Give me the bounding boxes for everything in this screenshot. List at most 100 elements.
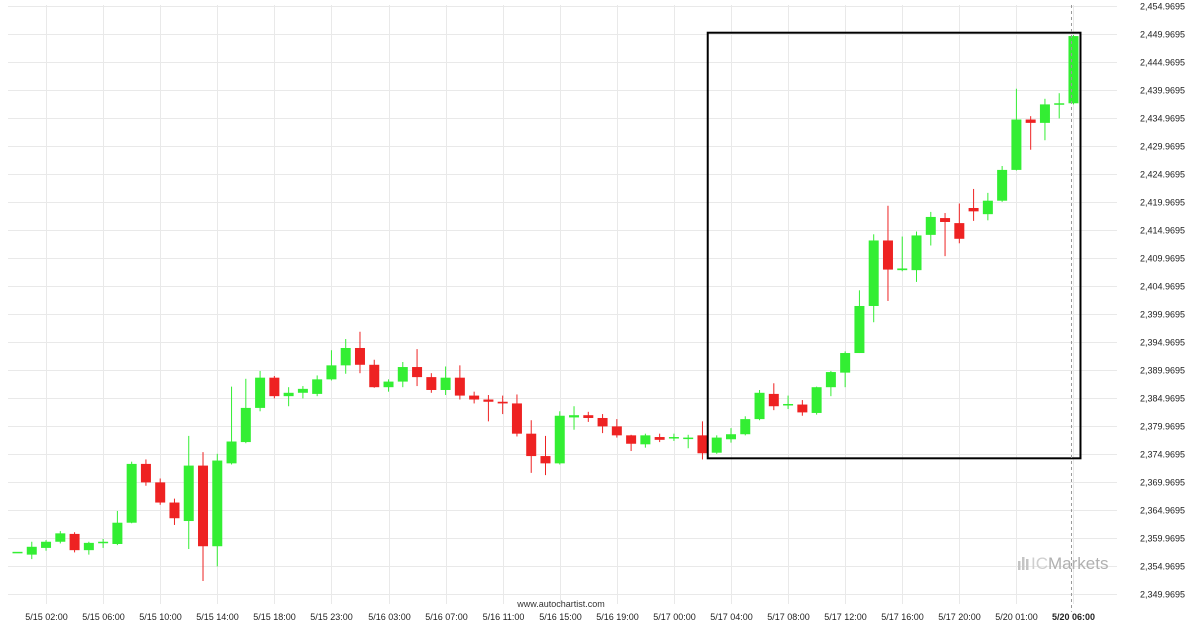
candle [968, 188, 979, 221]
candle-body [397, 367, 408, 382]
x-tick-label: 5/16 15:00 [539, 612, 582, 622]
grid-lines [8, 5, 1117, 604]
x-tick-label: 5/17 04:00 [710, 612, 753, 622]
candle [83, 541, 94, 555]
candle-body [497, 401, 508, 404]
x-tick-label: 5/16 07:00 [425, 612, 468, 622]
candle-body [297, 388, 308, 393]
candle [198, 452, 209, 581]
x-tick-label: 5/15 14:00 [196, 612, 239, 622]
candle-body [1068, 36, 1079, 104]
candle [183, 435, 194, 550]
candle [811, 386, 822, 415]
y-tick-label: 2,439.9695 [1140, 86, 1185, 96]
candle-body [554, 415, 565, 464]
candle-body [98, 541, 109, 544]
candle-body [255, 377, 266, 408]
candle-body [811, 387, 822, 413]
candle-body [569, 415, 580, 418]
candle [126, 461, 137, 524]
candle [212, 453, 223, 567]
candle [41, 540, 52, 551]
candle-body [726, 434, 736, 440]
candle-body [797, 404, 808, 413]
x-tick-label: 5/16 03:00 [368, 612, 411, 622]
candle-body [840, 353, 851, 373]
candle [12, 551, 23, 554]
candle [783, 395, 794, 410]
x-tick-label: 5/17 20:00 [938, 612, 981, 622]
y-axis-ticks: 2,349.9695 2,354.9695 2,359.9695 2,364.9695… [1140, 2, 1185, 600]
candle [483, 395, 494, 422]
candle [26, 541, 37, 560]
candle-body [640, 435, 651, 445]
y-tick-label: 2,384.9695 [1140, 394, 1185, 404]
candle-body [41, 541, 52, 548]
candle [511, 394, 522, 437]
brand-logo: ICMarkets [1018, 554, 1108, 573]
candle [69, 532, 80, 553]
y-tick-label: 2,414.9695 [1140, 226, 1185, 236]
y-tick-label: 2,379.9695 [1140, 422, 1185, 432]
candle [269, 375, 280, 399]
candle-body [583, 415, 594, 418]
y-tick-label: 2,364.9695 [1140, 506, 1185, 516]
candle [697, 421, 708, 460]
y-tick-label: 2,419.9695 [1140, 198, 1185, 208]
candle [982, 192, 993, 221]
x-tick-label: 5/20 01:00 [995, 612, 1038, 622]
candle-body [340, 347, 351, 366]
candle-body [668, 437, 679, 439]
y-tick-label: 2,374.9695 [1140, 450, 1185, 460]
candle [597, 414, 608, 434]
candle-body [440, 377, 451, 390]
candle-body [412, 367, 423, 378]
candle [255, 370, 266, 412]
candle-body [997, 169, 1008, 201]
x-tick-label: 5/16 19:00 [596, 612, 639, 622]
y-tick-label: 2,399.9695 [1140, 310, 1185, 320]
candle-body [825, 372, 836, 388]
candle [626, 434, 637, 452]
x-tick-label: 5/15 18:00 [253, 612, 296, 622]
candle [312, 375, 323, 397]
candle [954, 203, 965, 244]
candle [354, 331, 365, 374]
candle [611, 419, 622, 438]
candle-body [940, 218, 951, 222]
candle-body [968, 207, 979, 212]
candle [754, 389, 765, 421]
candle-body [69, 533, 80, 551]
candle-body [982, 200, 993, 215]
candle-body [112, 522, 123, 544]
candle-body [740, 419, 751, 435]
x-tick-label: 5/17 16:00 [881, 612, 924, 622]
y-tick-label: 2,409.9695 [1140, 254, 1185, 264]
candle-body [654, 437, 665, 440]
candle-body [169, 502, 180, 519]
candle [412, 349, 423, 387]
candle-body [897, 268, 908, 271]
candle-body [212, 460, 223, 547]
candle [426, 373, 437, 393]
candle [1054, 93, 1065, 119]
pattern-overlay [706, 5, 1082, 612]
candle [882, 205, 893, 301]
candle-body [369, 364, 380, 388]
candle [55, 531, 66, 544]
candle-body [140, 463, 151, 483]
candle [683, 434, 694, 449]
candle [1025, 116, 1036, 150]
candle-body [426, 377, 437, 390]
candle-body [783, 403, 794, 406]
candle-body [12, 551, 23, 554]
y-tick-label: 2,369.9695 [1140, 478, 1185, 488]
candle [940, 213, 951, 257]
candle-body [768, 393, 779, 407]
candle [397, 361, 408, 388]
candle [997, 165, 1008, 202]
candle-body [526, 433, 537, 457]
candle [554, 411, 565, 465]
x-tick-label: 5/16 11:00 [483, 612, 525, 622]
